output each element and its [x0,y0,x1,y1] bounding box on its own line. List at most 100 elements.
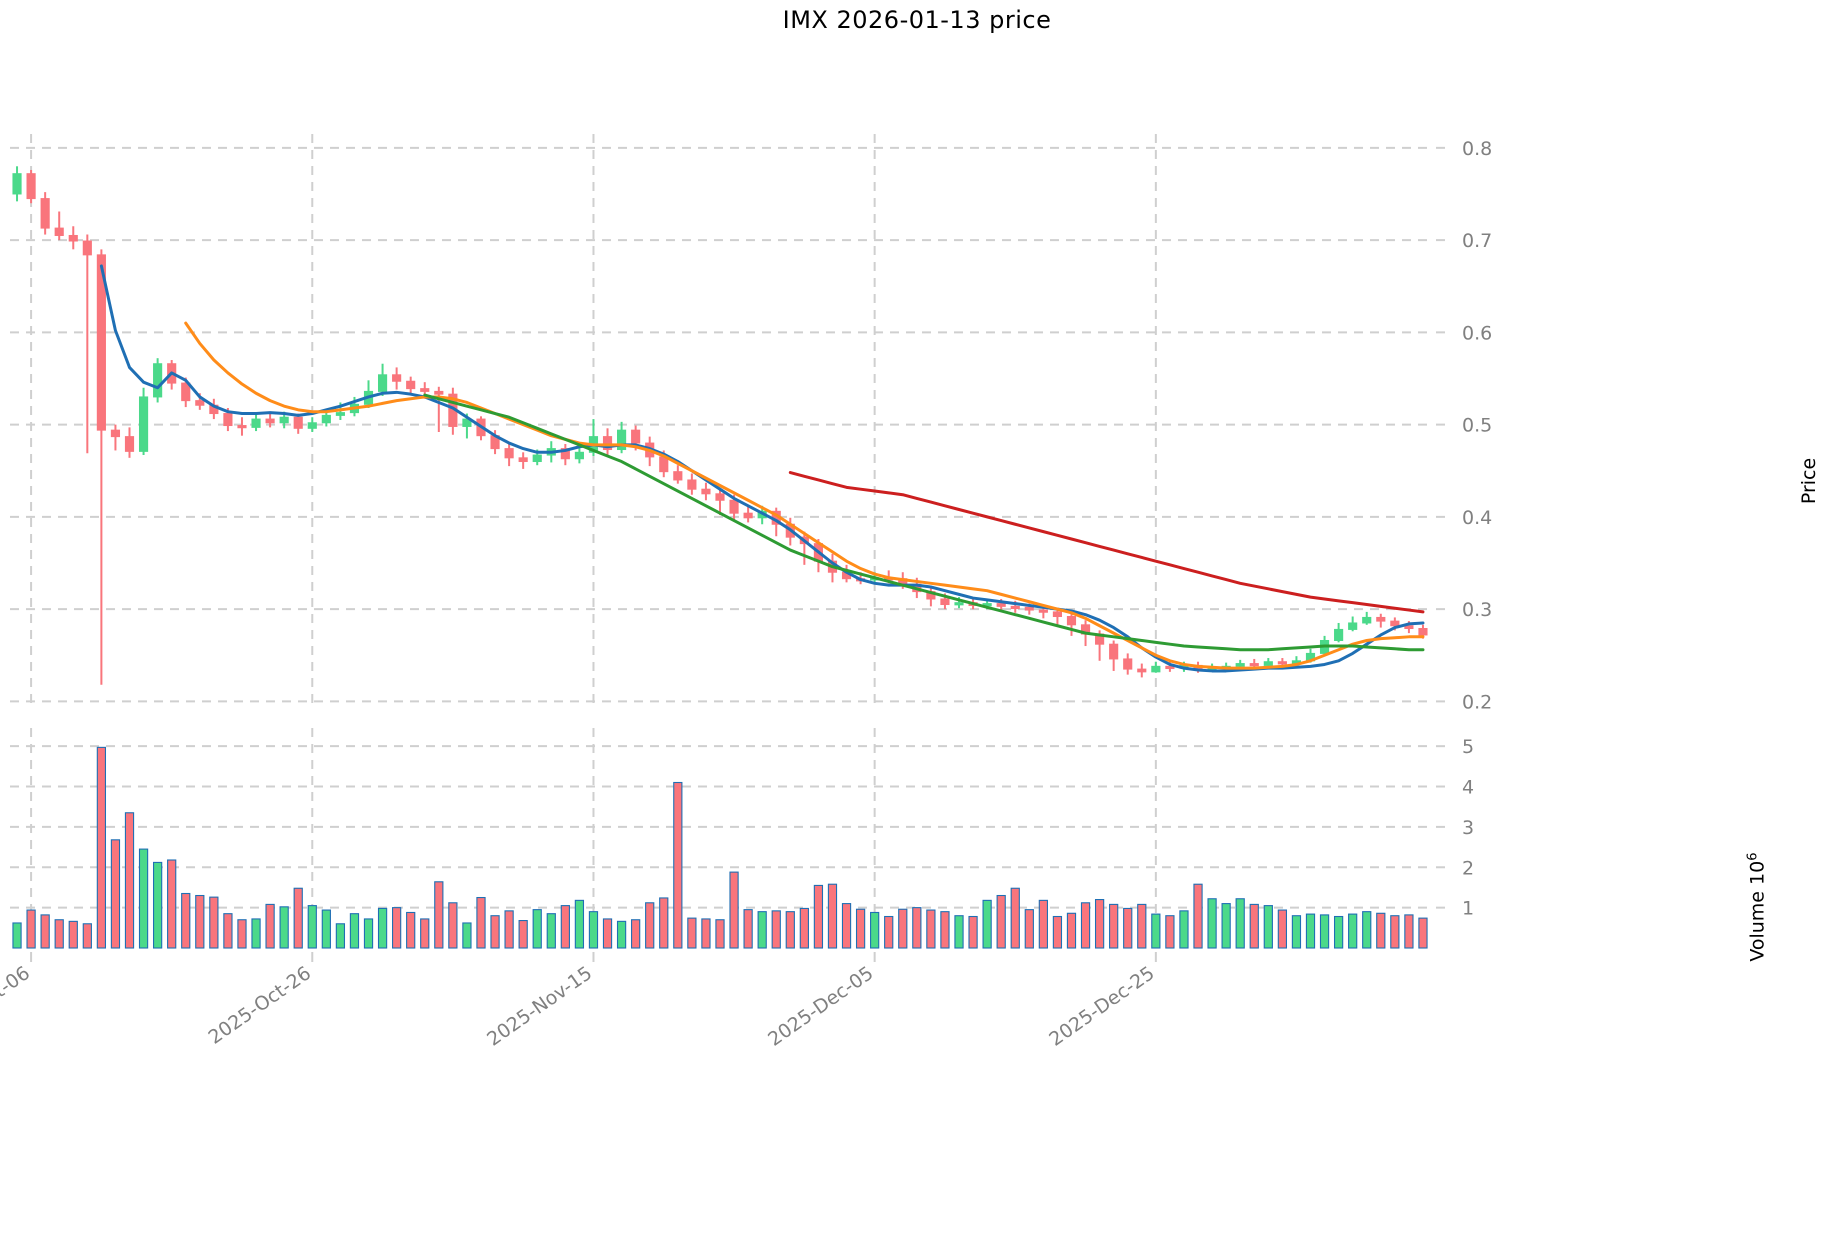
volume-bar [1052,915,1063,949]
volume-bar [1123,907,1133,949]
ma-line-ma_slow [423,393,1425,652]
candle-body [1263,661,1273,666]
candle-body [560,448,570,460]
volume-bar [870,911,880,949]
volume-bar [363,918,374,949]
volume-bar [532,909,542,949]
candle-body [1123,658,1133,670]
volume-bar [813,884,824,949]
volume-bar [841,903,852,949]
candle-body [420,388,430,392]
volume-bar [181,892,191,949]
volume-bar [490,915,500,949]
date-tick-label: 2025-Dec-25 [1045,962,1158,1051]
ma-line-ma_fast [99,264,1425,673]
candle-body [110,429,121,438]
candle-body [307,422,317,429]
candle-body [1038,609,1048,613]
volume-bar [265,903,275,949]
date-tick-label: 2025-Oct-26 [205,962,316,1049]
volume-tick-label: 4 [1462,777,1474,799]
date-axis-ticks: 2025-Oct-06 2025-Oct-26 2025-Nov-15 2025-De… [0,952,1159,1051]
volume-bar [1277,909,1288,949]
ma-line-ma_mid [184,321,1425,670]
candle-body [1066,616,1077,626]
candle-body [701,488,711,495]
volume-bar [1221,903,1231,949]
price-tick-label: 0.4 [1462,507,1492,529]
volume-bar [855,908,866,949]
volume-bar [96,746,107,949]
price-axis-ticks: 0.2 0.3 0.4 0.5 0.6 0.7 0.8 [1436,138,1492,713]
candle-body [617,429,627,451]
candle-body [223,413,233,427]
candle-body [1137,668,1147,673]
candle-body [462,418,472,427]
volume-bar [251,918,261,949]
candle-body [673,471,683,481]
volume-bar [1319,914,1330,949]
volume-bar [1038,899,1048,949]
volume-bar [1080,902,1091,949]
candle-body [96,254,106,431]
volume-bar [1376,912,1386,949]
volume-bar [546,913,556,949]
volume-bar [434,881,444,949]
candle-body [1165,665,1175,670]
volume-bar [12,922,22,949]
candle-body [729,499,739,514]
volume-bar [673,781,683,949]
volume-bar [1263,905,1273,949]
volume-bar [335,923,346,949]
volume-bar [68,920,78,949]
candle-body [68,234,78,242]
volume-bar [26,909,36,949]
volume-bar [631,919,641,949]
volume-axis-label-text: Volume 10 [1746,860,1769,962]
price-tick-label: 0.8 [1462,138,1492,160]
candle-body [687,479,697,490]
price-tick-label: 0.5 [1462,415,1492,437]
volume-bar [1418,917,1428,949]
price-tick-label: 0.2 [1462,691,1492,713]
volume-bar [40,914,50,949]
candle-body [532,454,542,463]
date-tick-label: 2025-Dec-05 [764,962,877,1051]
volume-bar [1094,899,1105,949]
volume-bar [448,902,458,949]
candle-body [1151,665,1161,673]
volume-bar [1109,903,1119,949]
volume-tick-label: 1 [1462,898,1474,920]
candle-body [574,451,584,460]
candle-body [996,603,1006,607]
candle-body [377,374,388,392]
candle-body [251,418,261,428]
volume-bar [743,909,753,949]
candle-body [1348,622,1358,630]
volume-bar [1333,915,1344,949]
volume-bar [195,894,205,949]
volume-bar [54,919,64,949]
candle-body [1235,663,1245,667]
volume-bar [701,918,711,949]
grid-lines [10,134,1430,948]
volume-bar [1235,898,1245,949]
candle-body [434,390,444,395]
candle-body [40,198,50,229]
volume-tick-label: 2 [1462,857,1474,879]
volume-bar [110,839,121,949]
volume-bar [1305,913,1316,949]
volume-bar [757,911,767,949]
volume-bar [560,905,570,949]
volume-bar [167,859,177,949]
candle-body [1418,628,1428,636]
volume-bar [687,917,697,949]
price-tick-label: 0.3 [1462,599,1492,621]
volume-bar [898,908,908,949]
candle-body [1052,611,1063,618]
volume-bar [982,899,992,949]
page-title: IMX 2026-01-13 price [782,6,1052,34]
volume-bar [392,907,402,949]
candle-body [518,457,528,463]
volume-bar [377,907,388,949]
